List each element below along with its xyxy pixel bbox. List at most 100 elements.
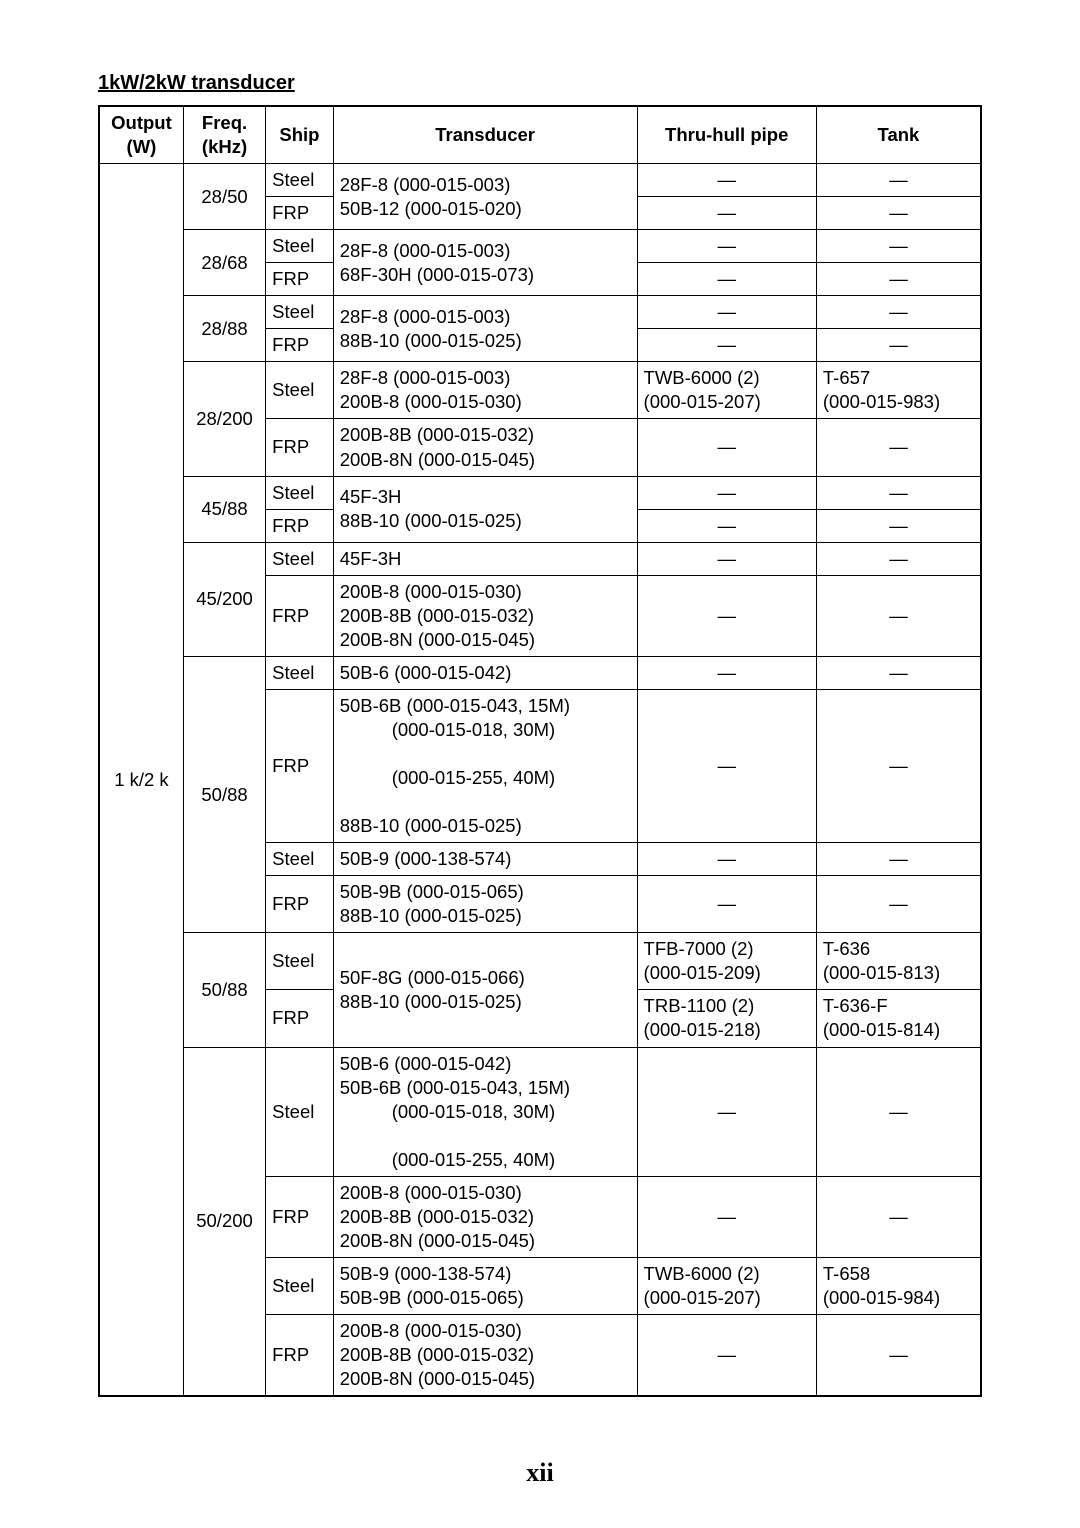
cell-transducer: 28F-8 (000-015-003)200B-8 (000-015-030) bbox=[333, 362, 637, 419]
cell-tank: — bbox=[816, 1176, 981, 1257]
table-row: 45/200Steel45F-3H—— bbox=[99, 542, 981, 575]
cell-ship: FRP bbox=[266, 509, 334, 542]
cell-ship: FRP bbox=[266, 1314, 334, 1396]
cell-freq: 45/88 bbox=[183, 476, 265, 542]
cell-pipe: — bbox=[637, 164, 816, 197]
col-ship: Ship bbox=[266, 106, 334, 164]
table-row: 50/88Steel50B-6 (000-015-042)—— bbox=[99, 656, 981, 689]
cell-ship: FRP bbox=[266, 689, 334, 842]
cell-ship: Steel bbox=[266, 476, 334, 509]
cell-tank: T-636-F(000-015-814) bbox=[816, 990, 981, 1047]
table-row: 28/200Steel28F-8 (000-015-003)200B-8 (00… bbox=[99, 362, 981, 419]
cell-pipe: — bbox=[637, 876, 816, 933]
cell-transducer: 50B-9 (000-138-574)50B-9B (000-015-065) bbox=[333, 1257, 637, 1314]
cell-freq: 28/88 bbox=[183, 296, 265, 362]
cell-pipe: — bbox=[637, 230, 816, 263]
cell-pipe: — bbox=[637, 1314, 816, 1396]
table-row: 1 k/2 k28/50Steel28F-8 (000-015-003)50B-… bbox=[99, 164, 981, 197]
cell-transducer: 50B-6 (000-015-042)50B-6B (000-015-043, … bbox=[333, 1047, 637, 1176]
cell-tank: — bbox=[816, 656, 981, 689]
cell-pipe: — bbox=[637, 575, 816, 656]
cell-transducer: 28F-8 (000-015-003)88B-10 (000-015-025) bbox=[333, 296, 637, 362]
cell-tank: — bbox=[816, 197, 981, 230]
cell-transducer: 45F-3H88B-10 (000-015-025) bbox=[333, 476, 637, 542]
col-transducer: Transducer bbox=[333, 106, 637, 164]
cell-pipe: — bbox=[637, 476, 816, 509]
cell-tank: T-658(000-015-984) bbox=[816, 1257, 981, 1314]
cell-transducer: 50B-6 (000-015-042) bbox=[333, 656, 637, 689]
cell-tank: — bbox=[816, 296, 981, 329]
cell-freq: 28/50 bbox=[183, 164, 265, 230]
cell-ship: FRP bbox=[266, 575, 334, 656]
cell-tank: — bbox=[816, 542, 981, 575]
cell-tank: — bbox=[816, 329, 981, 362]
cell-pipe: — bbox=[637, 542, 816, 575]
cell-ship: Steel bbox=[266, 1047, 334, 1176]
cell-tank: — bbox=[816, 230, 981, 263]
cell-tank: — bbox=[816, 876, 981, 933]
cell-transducer: 50F-8G (000-015-066)88B-10 (000-015-025) bbox=[333, 933, 637, 1047]
cell-transducer: 200B-8B (000-015-032)200B-8N (000-015-04… bbox=[333, 419, 637, 476]
cell-freq: 50/88 bbox=[183, 933, 265, 1047]
cell-freq: 28/200 bbox=[183, 362, 265, 476]
cell-freq: 45/200 bbox=[183, 542, 265, 656]
cell-tank: T-636(000-015-813) bbox=[816, 933, 981, 990]
cell-ship: Steel bbox=[266, 1257, 334, 1314]
table-row: 28/68Steel28F-8 (000-015-003)68F-30H (00… bbox=[99, 230, 981, 263]
cell-freq: 28/68 bbox=[183, 230, 265, 296]
cell-tank: — bbox=[816, 263, 981, 296]
cell-transducer: 200B-8 (000-015-030)200B-8B (000-015-032… bbox=[333, 575, 637, 656]
page-number: xii bbox=[0, 1458, 1080, 1488]
cell-ship: FRP bbox=[266, 1176, 334, 1257]
cell-transducer: 50B-9 (000-138-574) bbox=[333, 843, 637, 876]
cell-transducer: 28F-8 (000-015-003)50B-12 (000-015-020) bbox=[333, 164, 637, 230]
cell-ship: Steel bbox=[266, 164, 334, 197]
cell-ship: Steel bbox=[266, 296, 334, 329]
table-row: 28/88Steel28F-8 (000-015-003)88B-10 (000… bbox=[99, 296, 981, 329]
cell-pipe: TFB-7000 (2)(000-015-209) bbox=[637, 933, 816, 990]
cell-pipe: — bbox=[637, 1176, 816, 1257]
col-freq: Freq. (kHz) bbox=[183, 106, 265, 164]
cell-freq: 50/88 bbox=[183, 656, 265, 932]
cell-pipe: — bbox=[637, 656, 816, 689]
cell-ship: Steel bbox=[266, 230, 334, 263]
cell-transducer: 50B-6B (000-015-043, 15M)(000-015-018, 3… bbox=[333, 689, 637, 842]
cell-pipe: — bbox=[637, 419, 816, 476]
cell-pipe: — bbox=[637, 197, 816, 230]
cell-tank: T-657(000-015-983) bbox=[816, 362, 981, 419]
cell-pipe: — bbox=[637, 296, 816, 329]
cell-pipe: — bbox=[637, 1047, 816, 1176]
cell-transducer: 200B-8 (000-015-030)200B-8B (000-015-032… bbox=[333, 1314, 637, 1396]
cell-tank: — bbox=[816, 575, 981, 656]
cell-pipe: — bbox=[637, 689, 816, 842]
section-title: 1kW/2kW transducer bbox=[98, 72, 982, 95]
cell-freq: 50/200 bbox=[183, 1047, 265, 1396]
cell-pipe: TWB-6000 (2)(000-015-207) bbox=[637, 1257, 816, 1314]
cell-pipe: TWB-6000 (2)(000-015-207) bbox=[637, 362, 816, 419]
cell-tank: — bbox=[816, 476, 981, 509]
cell-ship: Steel bbox=[266, 933, 334, 990]
cell-pipe: TRB-1100 (2)(000-015-218) bbox=[637, 990, 816, 1047]
cell-ship: Steel bbox=[266, 362, 334, 419]
cell-output: 1 k/2 k bbox=[99, 164, 183, 1397]
cell-transducer: 28F-8 (000-015-003)68F-30H (000-015-073) bbox=[333, 230, 637, 296]
cell-ship: FRP bbox=[266, 990, 334, 1047]
transducer-table: Output (W) Freq. (kHz) Ship Transducer T… bbox=[98, 105, 982, 1397]
cell-ship: FRP bbox=[266, 876, 334, 933]
table-row: 50/200Steel50B-6 (000-015-042)50B-6B (00… bbox=[99, 1047, 981, 1176]
cell-ship: FRP bbox=[266, 329, 334, 362]
cell-tank: — bbox=[816, 419, 981, 476]
cell-transducer: 45F-3H bbox=[333, 542, 637, 575]
cell-tank: — bbox=[816, 689, 981, 842]
cell-ship: Steel bbox=[266, 542, 334, 575]
cell-tank: — bbox=[816, 509, 981, 542]
cell-ship: Steel bbox=[266, 843, 334, 876]
cell-tank: — bbox=[816, 164, 981, 197]
cell-pipe: — bbox=[637, 329, 816, 362]
cell-pipe: — bbox=[637, 509, 816, 542]
cell-transducer: 200B-8 (000-015-030)200B-8B (000-015-032… bbox=[333, 1176, 637, 1257]
cell-ship: FRP bbox=[266, 197, 334, 230]
cell-pipe: — bbox=[637, 843, 816, 876]
cell-ship: Steel bbox=[266, 656, 334, 689]
cell-transducer: 50B-9B (000-015-065)88B-10 (000-015-025) bbox=[333, 876, 637, 933]
